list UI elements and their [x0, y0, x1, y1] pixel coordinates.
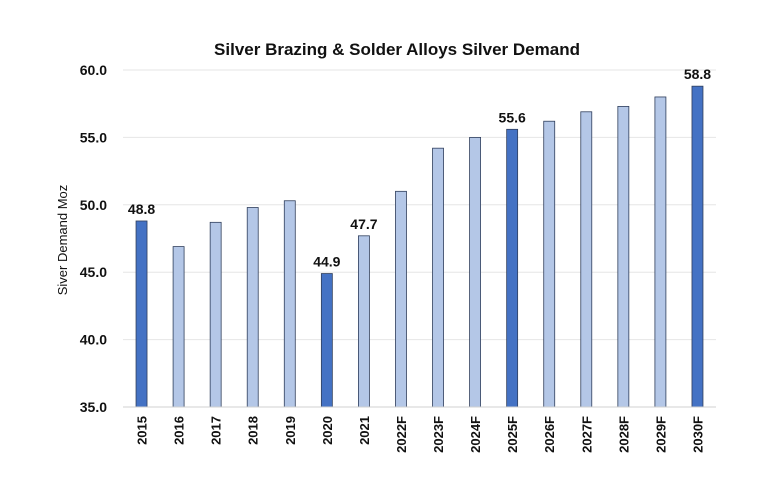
- data-label-2020: 44.9: [313, 254, 340, 270]
- x-tick-label: 2028F: [616, 416, 631, 453]
- y-tick-label: 35.0: [80, 399, 107, 415]
- x-tick-label: 2023F: [431, 416, 446, 453]
- bar-2018: [246, 207, 259, 408]
- x-tick-label: 2017: [209, 416, 224, 445]
- y-tick-label: 60.0: [80, 62, 107, 78]
- y-axis-ticks: 35.0 40.0 45.0 50.0 55.0 60.0: [80, 62, 107, 415]
- x-tick-label: 2020: [320, 416, 335, 445]
- y-tick-label: 50.0: [80, 197, 107, 213]
- y-axis-label: Siver Demand Moz: [55, 185, 70, 296]
- y-tick-label: 40.0: [80, 332, 107, 348]
- bar-2021: [358, 235, 370, 408]
- bar-2017: [209, 221, 222, 408]
- x-tick-label: 2026F: [542, 416, 557, 453]
- bar-2026F: [543, 120, 556, 408]
- data-labels: 48.8 44.9 47.7 55.6 58.8: [128, 66, 711, 269]
- gridlines: [123, 69, 716, 341]
- data-label-2030F: 58.8: [684, 66, 711, 82]
- bar-2024F: [469, 136, 481, 408]
- chart-title: Silver Brazing & Solder Alloys Silver De…: [214, 40, 580, 59]
- y-tick-label: 55.0: [80, 129, 107, 145]
- bar-2023F: [432, 147, 444, 408]
- x-tick-label: 2027F: [579, 416, 594, 453]
- bar-2029F: [654, 96, 667, 408]
- x-axis-ticks: 2015 2016 2017 2018 2019 2020 2021 2022F 2023F 20…: [135, 416, 706, 453]
- bar-2030F: [691, 85, 704, 408]
- x-tick-label: 2018: [246, 416, 261, 445]
- bars: [135, 85, 704, 408]
- bar-2019: [283, 200, 296, 408]
- bar-2022F: [395, 190, 407, 408]
- x-tick-label: 2029F: [653, 416, 668, 453]
- x-tick-label: 2022F: [394, 416, 409, 453]
- data-label-2015: 48.8: [128, 201, 155, 217]
- x-tick-label: 2015: [135, 416, 150, 445]
- bar-2025F: [506, 128, 519, 408]
- data-label-2025F: 55.6: [499, 109, 526, 125]
- x-tick-label: 2016: [172, 416, 187, 445]
- x-tick-label: 2030F: [690, 416, 705, 453]
- data-label-2021: 47.7: [350, 216, 377, 232]
- bar-2015: [135, 220, 148, 408]
- x-tick-label: 2019: [283, 416, 298, 445]
- bar-2020: [320, 273, 333, 408]
- x-tick-label: 2021: [357, 416, 372, 445]
- bar-2016: [172, 246, 185, 408]
- x-tick-label: 2024F: [468, 416, 483, 453]
- y-tick-label: 45.0: [80, 264, 107, 280]
- x-tick-label: 2025F: [505, 416, 520, 453]
- bar-2028F: [617, 105, 630, 408]
- bar-2027F: [580, 111, 593, 408]
